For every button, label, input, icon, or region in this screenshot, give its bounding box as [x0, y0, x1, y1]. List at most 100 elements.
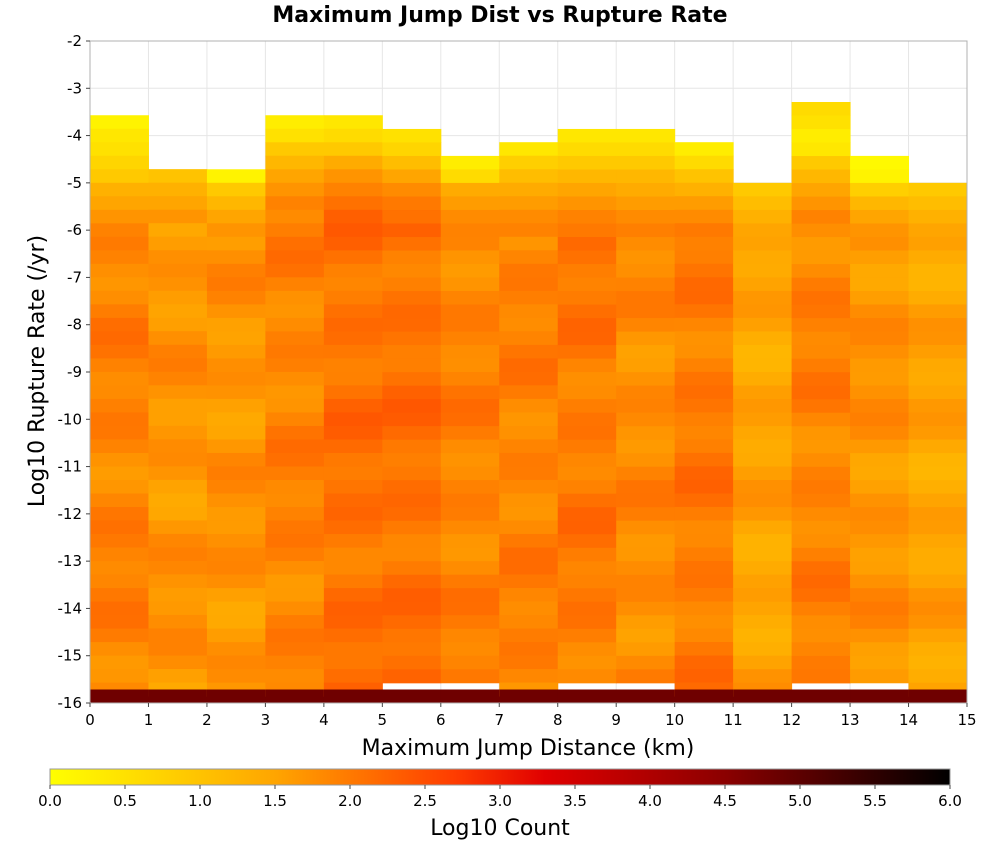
- x-tick-label: 0: [85, 711, 95, 729]
- heatmap-cell: [323, 304, 383, 319]
- heatmap-cell: [791, 156, 851, 171]
- heatmap-cell: [148, 344, 208, 359]
- heatmap-cell: [733, 412, 793, 427]
- heatmap-cell: [850, 236, 910, 251]
- heatmap-cell: [850, 182, 910, 197]
- heatmap-cell: [90, 317, 149, 332]
- heatmap-cell: [674, 209, 734, 224]
- heatmap-cell: [850, 277, 910, 292]
- heatmap-cell: [850, 601, 910, 616]
- heatmap-cell: [499, 628, 559, 643]
- heatmap-cell: [557, 291, 617, 306]
- heatmap-cell: [908, 223, 968, 238]
- heatmap-cell: [674, 236, 734, 251]
- heatmap-cell: [616, 574, 676, 589]
- heatmap-cell: [616, 561, 676, 576]
- heatmap-cell: [616, 412, 676, 427]
- heatmap-cell: [557, 264, 617, 279]
- heatmap-cell: [616, 493, 676, 508]
- heatmap-cell: [323, 452, 383, 467]
- heatmap-cell: [148, 601, 208, 616]
- heatmap-cell: [323, 209, 383, 224]
- heatmap-cell: [148, 560, 208, 575]
- heatmap-cell: [382, 655, 442, 670]
- x-tick-label: 11: [724, 711, 743, 729]
- heatmap-cell: [616, 142, 676, 157]
- heatmap-cell: [616, 547, 676, 562]
- heatmap-cell: [265, 290, 325, 305]
- heatmap-cell: [382, 358, 442, 373]
- heatmap-cell: [90, 115, 149, 130]
- heatmap-cell: [148, 317, 208, 332]
- heatmap-cell: [323, 385, 383, 400]
- heatmap-cell: [148, 506, 208, 521]
- heatmap-cell: [557, 412, 617, 427]
- heatmap-cell: [674, 331, 734, 346]
- heatmap-cell: [90, 439, 149, 454]
- heatmap-cell: [850, 615, 910, 630]
- heatmap-cell: [382, 210, 442, 225]
- heatmap-cell: [733, 358, 793, 373]
- heatmap-cell: [206, 642, 266, 657]
- heatmap-cell: [265, 371, 325, 386]
- heatmap-cell-bottom: [557, 689, 617, 703]
- heatmap-cell: [440, 155, 500, 170]
- y-tick-label: -16: [58, 694, 83, 712]
- heatmap-cell: [440, 250, 500, 265]
- heatmap-cell: [733, 196, 793, 211]
- heatmap-cell: [323, 250, 383, 265]
- heatmap-cell: [382, 412, 442, 427]
- heatmap-cell: [499, 520, 559, 535]
- heatmap-cell: [557, 588, 617, 603]
- heatmap-cell: [440, 331, 500, 346]
- heatmap-cell: [382, 318, 442, 333]
- heatmap-cell: [323, 655, 383, 670]
- heatmap-cell: [206, 628, 266, 643]
- heatmap-cell: [382, 331, 442, 346]
- heatmap-cell: [791, 264, 851, 279]
- colorbar-tick-label: 3.5: [563, 792, 587, 810]
- heatmap-cell: [850, 358, 910, 373]
- heatmap-cell: [265, 223, 325, 238]
- heatmap-cell: [791, 439, 851, 454]
- heatmap-cell: [382, 128, 442, 143]
- colorbar-tick-label: 2.5: [413, 792, 437, 810]
- heatmap-cell: [323, 169, 383, 184]
- heatmap-cell: [440, 669, 500, 684]
- heatmap-cell: [908, 358, 968, 373]
- y-axis-label: Log10 Rupture Rate (/yr): [25, 235, 50, 507]
- heatmap-cell: [323, 263, 383, 278]
- heatmap-cell: [674, 412, 734, 427]
- heatmap-cell: [674, 466, 734, 481]
- heatmap-cell: [908, 250, 968, 265]
- heatmap-cell: [616, 426, 676, 441]
- heatmap-cell: [265, 601, 325, 616]
- heatmap-cell: [265, 277, 325, 292]
- heatmap-cell: [90, 209, 149, 224]
- heatmap-cell: [440, 358, 500, 373]
- heatmap-cell: [674, 250, 734, 265]
- heatmap-cell: [850, 223, 910, 238]
- heatmap-cell: [323, 331, 383, 346]
- heatmap-cell: [557, 466, 617, 481]
- heatmap-cell: [791, 237, 851, 252]
- colorbar-tick-label: 2.0: [338, 792, 362, 810]
- heatmap-cell: [323, 574, 383, 589]
- heatmap-cell: [382, 615, 442, 630]
- heatmap-cell: [90, 358, 149, 373]
- heatmap-cell: [382, 304, 442, 319]
- heatmap-cell: [616, 385, 676, 400]
- heatmap-cell: [148, 655, 208, 670]
- heatmap-cell: [440, 453, 500, 468]
- heatmap-cell: [616, 480, 676, 495]
- heatmap-cell: [499, 155, 559, 170]
- heatmap-cell: [206, 466, 266, 481]
- heatmap-cell: [499, 493, 559, 508]
- heatmap-cell: [850, 345, 910, 360]
- heatmap-cell-bottom: [90, 689, 149, 703]
- heatmap-cell-bottom: [733, 689, 793, 703]
- heatmap-cell: [148, 412, 208, 427]
- heatmap-cell: [908, 453, 968, 468]
- heatmap-cell: [90, 655, 149, 670]
